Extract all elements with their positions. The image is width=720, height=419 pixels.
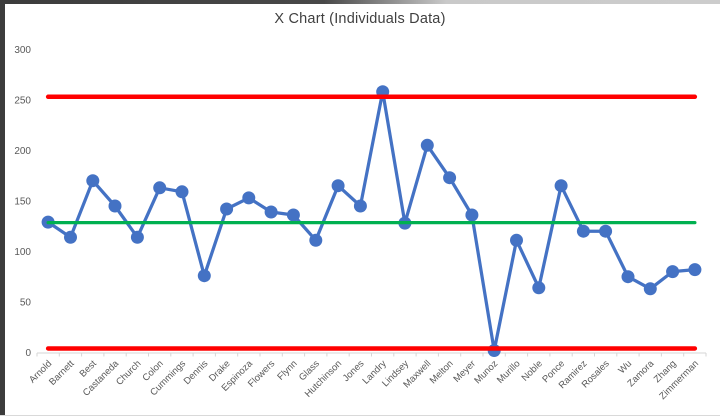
data-point-zamora[interactable] [643, 282, 657, 296]
data-point-flynn[interactable] [286, 208, 300, 222]
x-axis-category-label: Dennis [182, 358, 211, 387]
data-point-zhang[interactable] [666, 265, 680, 279]
data-point-glass[interactable] [309, 233, 323, 247]
x-axis-category-label: Murillo [495, 358, 523, 386]
data-point-wu[interactable] [621, 270, 635, 284]
y-axis-tick-label: 300 [14, 45, 31, 56]
y-axis-tick-label: 250 [14, 95, 31, 106]
data-point-maxwell[interactable] [420, 138, 434, 152]
screen-edge-bottom [0, 415, 720, 416]
data-point-murillo[interactable] [510, 233, 523, 247]
x-axis-category-label: Melton [428, 358, 456, 386]
y-axis-tick-label: 0 [25, 348, 31, 359]
chart-title: X Chart (Individuals Data) [274, 11, 446, 27]
x-axis-category-label: Wu [616, 358, 634, 376]
screen-edge-left [0, 0, 5, 415]
data-point-jones[interactable] [353, 199, 367, 213]
x-axis-category-label: Flynn [275, 358, 299, 382]
x-axis-category-label: Noble [520, 358, 545, 383]
y-axis-tick-label: 100 [14, 247, 31, 258]
screen-edge-top [0, 0, 720, 4]
x-axis-category-label: Church [114, 358, 143, 387]
data-point-meyer[interactable] [465, 208, 479, 222]
y-axis-tick-label: 50 [20, 297, 32, 308]
data-point-noble[interactable] [532, 281, 546, 295]
data-point-flowers[interactable] [264, 205, 278, 219]
data-point-zimmerman[interactable] [688, 263, 702, 277]
x-axis-category-label: Munoz [472, 358, 500, 386]
data-point-best[interactable] [86, 174, 100, 188]
y-axis-tick-label: 200 [14, 146, 31, 157]
data-point-dennis[interactable] [197, 269, 211, 283]
data-point-hutchinson[interactable] [331, 179, 345, 193]
data-point-ramirez[interactable] [576, 224, 590, 238]
x-axis-category-label: Barnett [47, 358, 77, 388]
data-point-colon[interactable] [153, 181, 167, 195]
data-point-ponce[interactable] [554, 179, 568, 193]
data-point-church[interactable] [130, 230, 144, 244]
data-point-cummings[interactable] [175, 185, 189, 199]
data-point-barnett[interactable] [64, 230, 77, 244]
data-point-melton[interactable] [443, 171, 457, 185]
y-axis-tick-label: 150 [14, 196, 31, 207]
data-point-drake[interactable] [220, 202, 234, 216]
data-point-rosales[interactable] [599, 224, 613, 238]
data-point-castaneda[interactable] [108, 199, 122, 213]
data-point-espinoza[interactable] [242, 191, 256, 205]
